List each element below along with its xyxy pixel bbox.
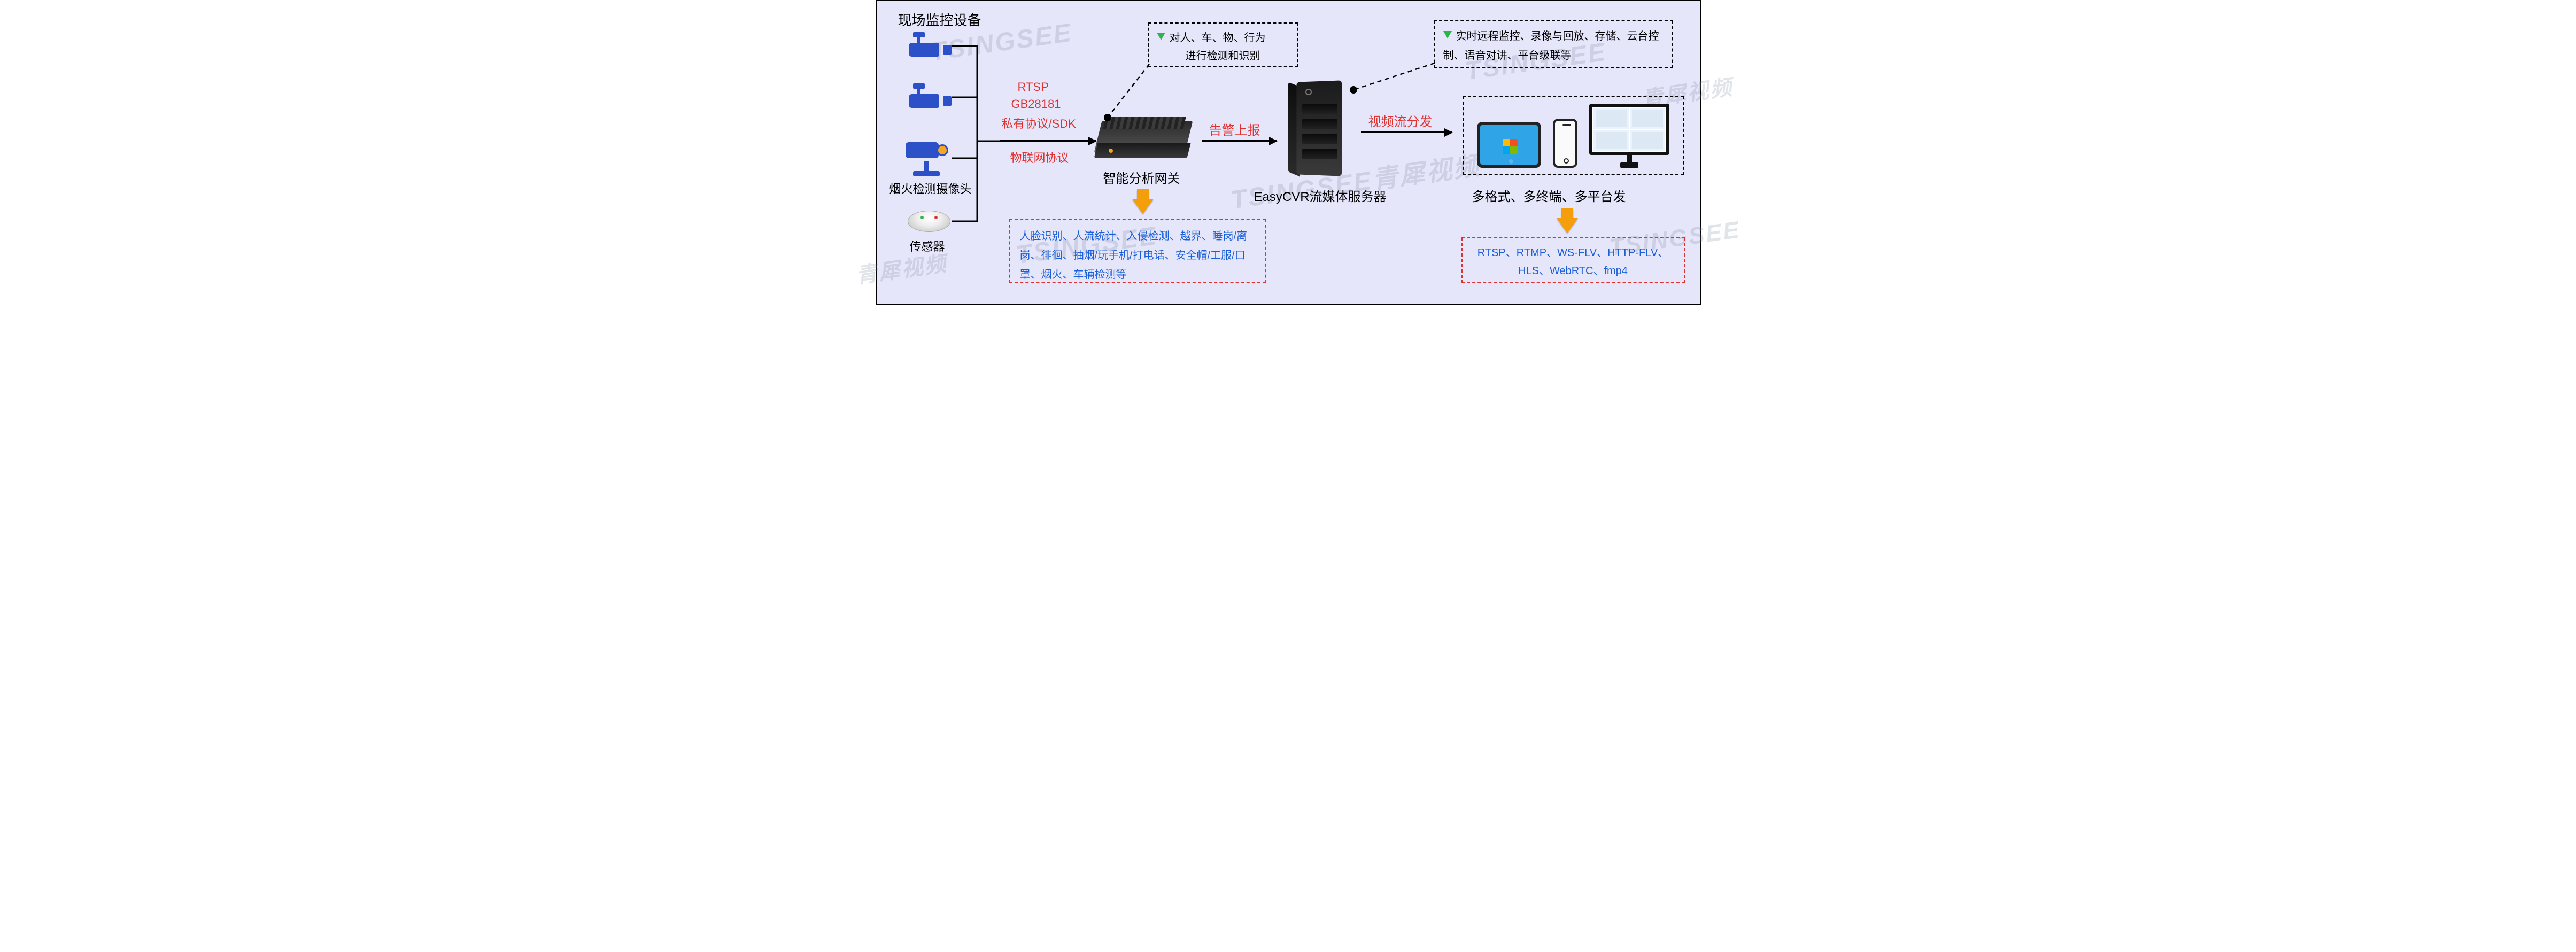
gateway-features-text: 人脸识别、人流统计、入侵检测、越界、睡岗/离岗、徘徊、抽烟/玩手机/打电话、安全…	[1020, 227, 1255, 284]
sensor-icon	[908, 211, 950, 233]
client-devices-box	[1463, 96, 1684, 175]
gateway-callout-line2: 进行检测和识别	[1157, 47, 1289, 65]
arrow-sources-to-gateway	[1000, 140, 1096, 142]
output-formats-box: RTSP、RTMP、WS-FLV、HTTP-FLV、HLS、WebRTC、fmp…	[1461, 237, 1685, 283]
gateway-label: 智能分析网关	[1103, 168, 1180, 187]
protocol-iot: 物联网协议	[1010, 149, 1069, 166]
server-to-clients-label: 视频流分发	[1368, 111, 1433, 130]
protocol-gb: GB28181	[1011, 97, 1061, 111]
arrow-gateway-to-server	[1202, 140, 1277, 142]
server-callout-text: 实时远程监控、录像与回放、存储、云台控制、语音对讲、平台级联等	[1443, 30, 1659, 61]
arrow-server-to-clients	[1361, 131, 1452, 133]
monitor-icon	[1589, 104, 1669, 168]
output-formats-text: RTSP、RTMP、WS-FLV、HTTP-FLV、HLS、WebRTC、fmp…	[1470, 244, 1676, 280]
server-callout-connector	[1346, 63, 1442, 95]
protocol-rtsp: RTSP	[1018, 80, 1049, 94]
gateway-callout-box: 对人、车、物、行为 进行检测和识别	[1148, 22, 1298, 67]
sources-heading: 现场监控设备	[898, 10, 981, 29]
bracket-connector	[952, 38, 1000, 231]
fire-camera-icon	[902, 139, 950, 176]
gateway-callout-connector	[1100, 64, 1164, 123]
triangle-marker-icon-2	[1443, 31, 1452, 38]
protocol-sdk: 私有协议/SDK	[1002, 114, 1076, 131]
gateway-features-box: 人脸识别、人流统计、入侵检测、越界、睡岗/离岗、徘徊、抽烟/玩手机/打电话、安全…	[1009, 219, 1266, 283]
gateway-callout-line1: 对人、车、物、行为	[1170, 32, 1266, 44]
diagram-stage: TSINGSEE TSINGSEE青犀视频 TSINGSEE TSINGSEE …	[876, 0, 1701, 305]
camera-icon-2	[907, 83, 949, 110]
triangle-marker-icon	[1157, 33, 1165, 40]
tablet-icon	[1477, 122, 1541, 168]
camera-icon-1	[907, 32, 949, 59]
sensor-label: 传感器	[910, 237, 945, 254]
watermark-2: TSINGSEE青犀视频	[1228, 144, 1482, 216]
gateway-to-server-label: 告警上报	[1209, 120, 1260, 138]
clients-label: 多格式、多终端、多平台发	[1472, 186, 1626, 205]
server-label: EasyCVR流媒体服务器	[1254, 186, 1387, 205]
server-callout-box: 实时远程监控、录像与回放、存储、云台控制、语音对讲、平台级联等	[1434, 20, 1673, 68]
server-icon	[1286, 81, 1350, 177]
orange-down-arrow-1	[1132, 199, 1154, 214]
phone-icon	[1553, 119, 1577, 168]
orange-down-arrow-2	[1557, 218, 1578, 233]
